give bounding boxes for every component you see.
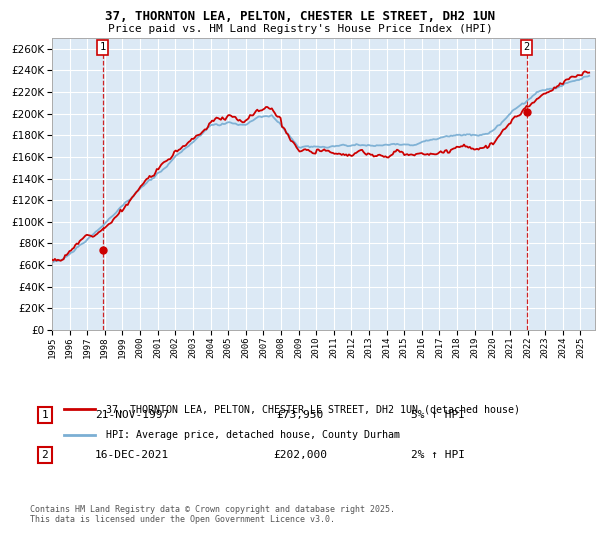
Text: 1: 1 [41,410,49,420]
Text: 2: 2 [524,43,530,53]
Text: 2% ↑ HPI: 2% ↑ HPI [411,450,465,460]
Text: 37, THORNTON LEA, PELTON, CHESTER LE STREET, DH2 1UN (detached house): 37, THORNTON LEA, PELTON, CHESTER LE STR… [106,404,520,414]
Text: Contains HM Land Registry data © Crown copyright and database right 2025.
This d: Contains HM Land Registry data © Crown c… [30,505,395,524]
Text: 5% ↑ HPI: 5% ↑ HPI [411,410,465,420]
Text: £73,950: £73,950 [277,410,323,420]
Text: 2: 2 [41,450,49,460]
Text: 37, THORNTON LEA, PELTON, CHESTER LE STREET, DH2 1UN: 37, THORNTON LEA, PELTON, CHESTER LE STR… [105,10,495,23]
Text: £202,000: £202,000 [273,450,327,460]
Text: Price paid vs. HM Land Registry's House Price Index (HPI): Price paid vs. HM Land Registry's House … [107,24,493,34]
Text: 1: 1 [100,43,106,53]
Text: 21-NOV-1997: 21-NOV-1997 [95,410,169,420]
Text: HPI: Average price, detached house, County Durham: HPI: Average price, detached house, Coun… [106,430,400,440]
Text: 16-DEC-2021: 16-DEC-2021 [95,450,169,460]
